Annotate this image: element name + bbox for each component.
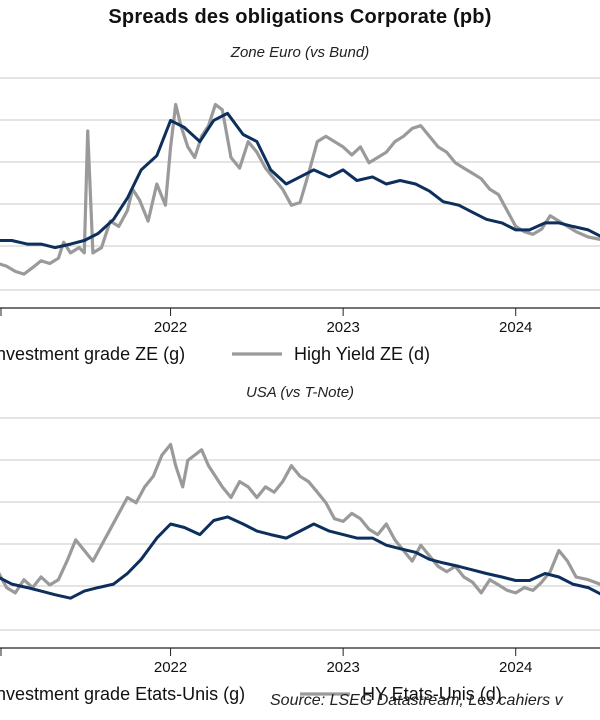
x-tick-label: 2024 bbox=[499, 659, 532, 676]
x-tick-label: 2023 bbox=[326, 659, 359, 676]
legend-label-ig: Investment grade Etats-Unis (g) bbox=[0, 684, 245, 704]
chart-panel-euro: 2022 2023 2024 Investment grade ZE (g) High … bbox=[0, 77, 600, 364]
series-line-hy bbox=[0, 102, 600, 276]
x-tick-label: 2023 bbox=[326, 319, 359, 336]
source-note: Source: LSEG Datastream, Les cahiers v bbox=[270, 692, 563, 709]
series-line-ig bbox=[0, 111, 600, 250]
legend-label-hy: HY Etats-Unis (d) bbox=[362, 684, 502, 704]
series-line-ig bbox=[0, 515, 600, 600]
x-tick-label: 2022 bbox=[154, 319, 187, 336]
panel-1-subtitle: Zone Euro (vs Bund) bbox=[230, 44, 370, 61]
series-line-hy bbox=[0, 442, 600, 595]
chart-panel-usa: 2022 2023 2024 Investment grade Etats-Unis … bbox=[0, 417, 600, 704]
chart-title: Spreads des obligations Corporate (pb) bbox=[108, 6, 492, 28]
legend-label-hy: High Yield ZE (d) bbox=[294, 344, 430, 364]
x-tick-label: 2022 bbox=[154, 659, 187, 676]
x-tick-label: 2024 bbox=[499, 319, 532, 336]
legend-label-ig: Investment grade ZE (g) bbox=[0, 344, 185, 364]
panel-2-subtitle: USA (vs T-Note) bbox=[245, 384, 355, 401]
